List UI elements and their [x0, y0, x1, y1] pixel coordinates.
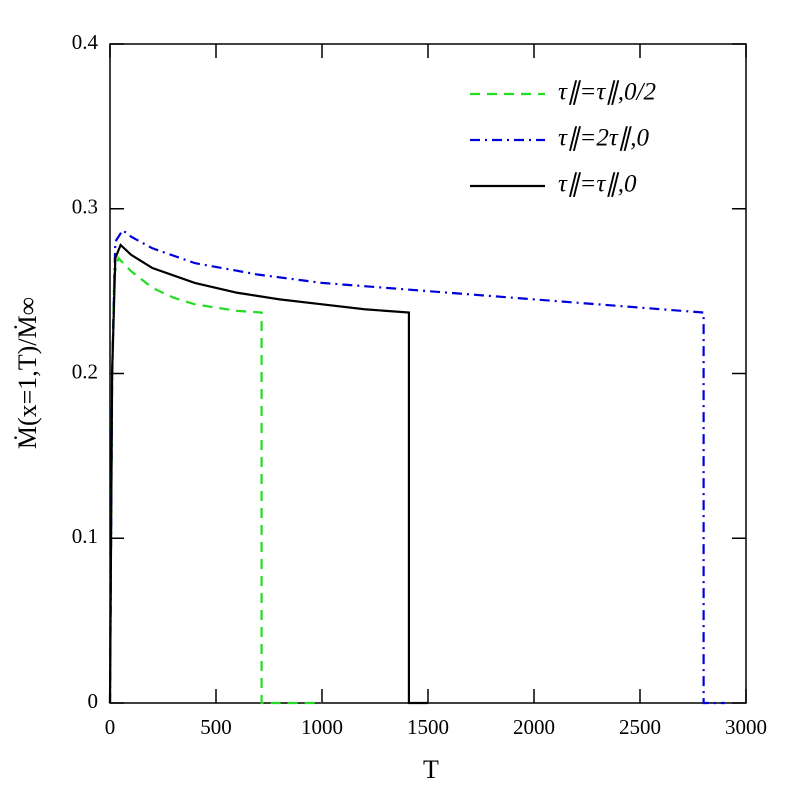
legend-label: τ∥=τ∥,0 — [558, 171, 637, 198]
x-tick-label: 2000 — [513, 715, 555, 739]
x-tick-label: 500 — [200, 715, 232, 739]
x-tick-label: 0 — [105, 715, 116, 739]
legend-label: τ∥=τ∥,0/2 — [558, 79, 656, 106]
y-tick-label: 0.3 — [72, 195, 98, 219]
y-axis-label: Ṁ(x=1,T)/Ṁ∞ — [13, 297, 42, 449]
x-tick-label: 3000 — [725, 715, 767, 739]
legend-label: τ∥=2τ∥,0 — [558, 125, 650, 152]
series-line — [108, 228, 725, 705]
y-tick-label: 0.2 — [72, 359, 98, 383]
x-tick-label: 2500 — [619, 715, 661, 739]
y-tick-label: 0.4 — [72, 30, 99, 54]
series-line — [108, 243, 428, 705]
plot-frame — [109, 43, 747, 704]
x-tick-label: 1000 — [301, 715, 343, 739]
y-tick-label: 0.1 — [72, 524, 98, 548]
series-line — [108, 255, 322, 705]
x-axis-label: T — [423, 755, 439, 784]
y-tick-label: 0 — [88, 689, 99, 713]
x-tick-label: 1500 — [407, 715, 449, 739]
